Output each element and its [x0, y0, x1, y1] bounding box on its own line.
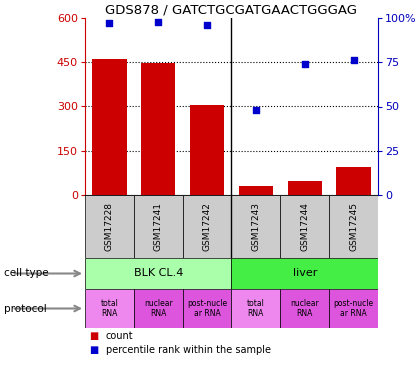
Point: [204, 22, 210, 28]
Text: GSM17228: GSM17228: [105, 202, 114, 251]
Text: count: count: [106, 331, 134, 341]
Bar: [231, 195, 280, 258]
Bar: [92, 59, 126, 195]
Text: liver: liver: [293, 268, 317, 279]
Point: [350, 57, 357, 63]
Bar: [288, 181, 322, 195]
Text: percentile rank within the sample: percentile rank within the sample: [106, 345, 271, 355]
Bar: [336, 167, 371, 195]
Text: total
RNA: total RNA: [247, 299, 265, 318]
Text: total
RNA: total RNA: [100, 299, 118, 318]
Text: post-nucle
ar RNA: post-nucle ar RNA: [333, 299, 374, 318]
Bar: [329, 289, 378, 328]
Text: protocol: protocol: [4, 303, 47, 313]
Bar: [231, 289, 280, 328]
Point: [302, 61, 308, 67]
Point: [155, 18, 162, 24]
Bar: [280, 289, 329, 328]
Bar: [134, 195, 183, 258]
Text: post-nucle
ar RNA: post-nucle ar RNA: [187, 299, 227, 318]
Bar: [85, 195, 134, 258]
Bar: [190, 105, 224, 195]
Text: GSM17241: GSM17241: [154, 202, 163, 251]
Text: BLK CL.4: BLK CL.4: [134, 268, 183, 279]
Bar: [280, 195, 329, 258]
Bar: [239, 186, 273, 195]
Bar: [85, 289, 134, 328]
Bar: [231, 258, 378, 289]
Bar: [183, 289, 231, 328]
Bar: [183, 195, 231, 258]
Text: ■: ■: [89, 345, 98, 355]
Bar: [85, 258, 231, 289]
Text: GSM17244: GSM17244: [300, 202, 309, 251]
Bar: [134, 289, 183, 328]
Text: ■: ■: [89, 331, 98, 341]
Text: GSM17242: GSM17242: [202, 202, 212, 251]
Text: GSM17243: GSM17243: [252, 202, 260, 251]
Point: [106, 20, 113, 26]
Title: GDS878 / GATCTGCGATGAACTGGGAG: GDS878 / GATCTGCGATGAACTGGGAG: [105, 4, 357, 17]
Text: GSM17245: GSM17245: [349, 202, 358, 251]
Bar: [141, 63, 175, 195]
Bar: [329, 195, 378, 258]
Text: nuclear
RNA: nuclear RNA: [290, 299, 319, 318]
Text: cell type: cell type: [4, 268, 49, 279]
Point: [252, 107, 259, 113]
Text: nuclear
RNA: nuclear RNA: [144, 299, 173, 318]
